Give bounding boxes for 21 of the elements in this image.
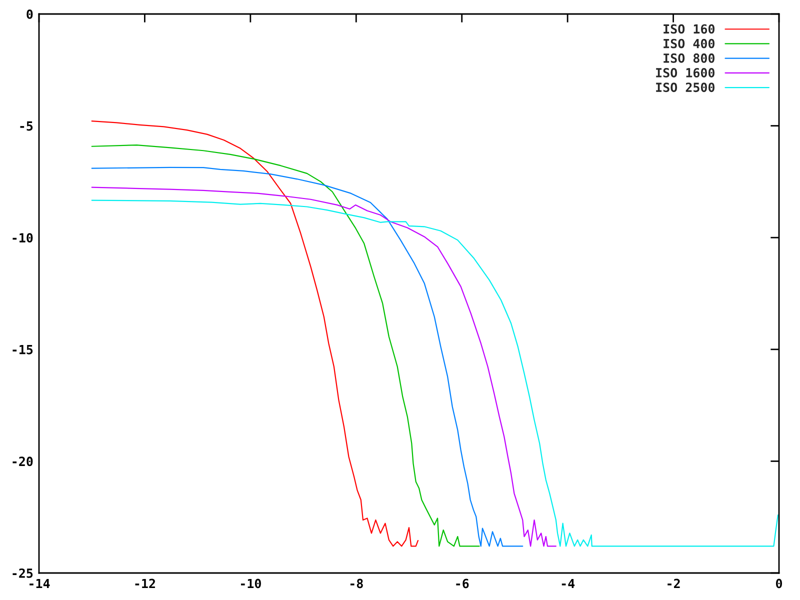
x-tick-label: 0: [776, 578, 782, 588]
y-tick-label: 0: [26, 9, 33, 19]
x-tick-label: -4: [562, 578, 575, 588]
y-tick-label: -15: [12, 345, 33, 354]
line-series: [91, 200, 778, 547]
legend-label: ISO 1600: [656, 68, 714, 78]
x-tick-label: -2: [668, 578, 680, 588]
x-tick-label: -14: [30, 578, 50, 588]
legend-label: ISO 2500: [656, 82, 714, 92]
legend-label: ISO 800: [664, 53, 714, 63]
x-tick-label: -12: [135, 578, 155, 588]
legend-label: ISO 160: [664, 24, 714, 34]
line-series: [91, 120, 419, 547]
y-tick-label: -25: [12, 568, 33, 578]
y-tick-label: -20: [12, 456, 33, 466]
y-tick-label: -10: [12, 233, 33, 243]
x-tick-label: -8: [350, 578, 363, 588]
legend-label: ISO 400: [664, 38, 714, 48]
y-tick-label: -5: [20, 121, 33, 131]
x-tick-label: -6: [456, 578, 469, 588]
x-tick-label: -10: [240, 578, 261, 588]
